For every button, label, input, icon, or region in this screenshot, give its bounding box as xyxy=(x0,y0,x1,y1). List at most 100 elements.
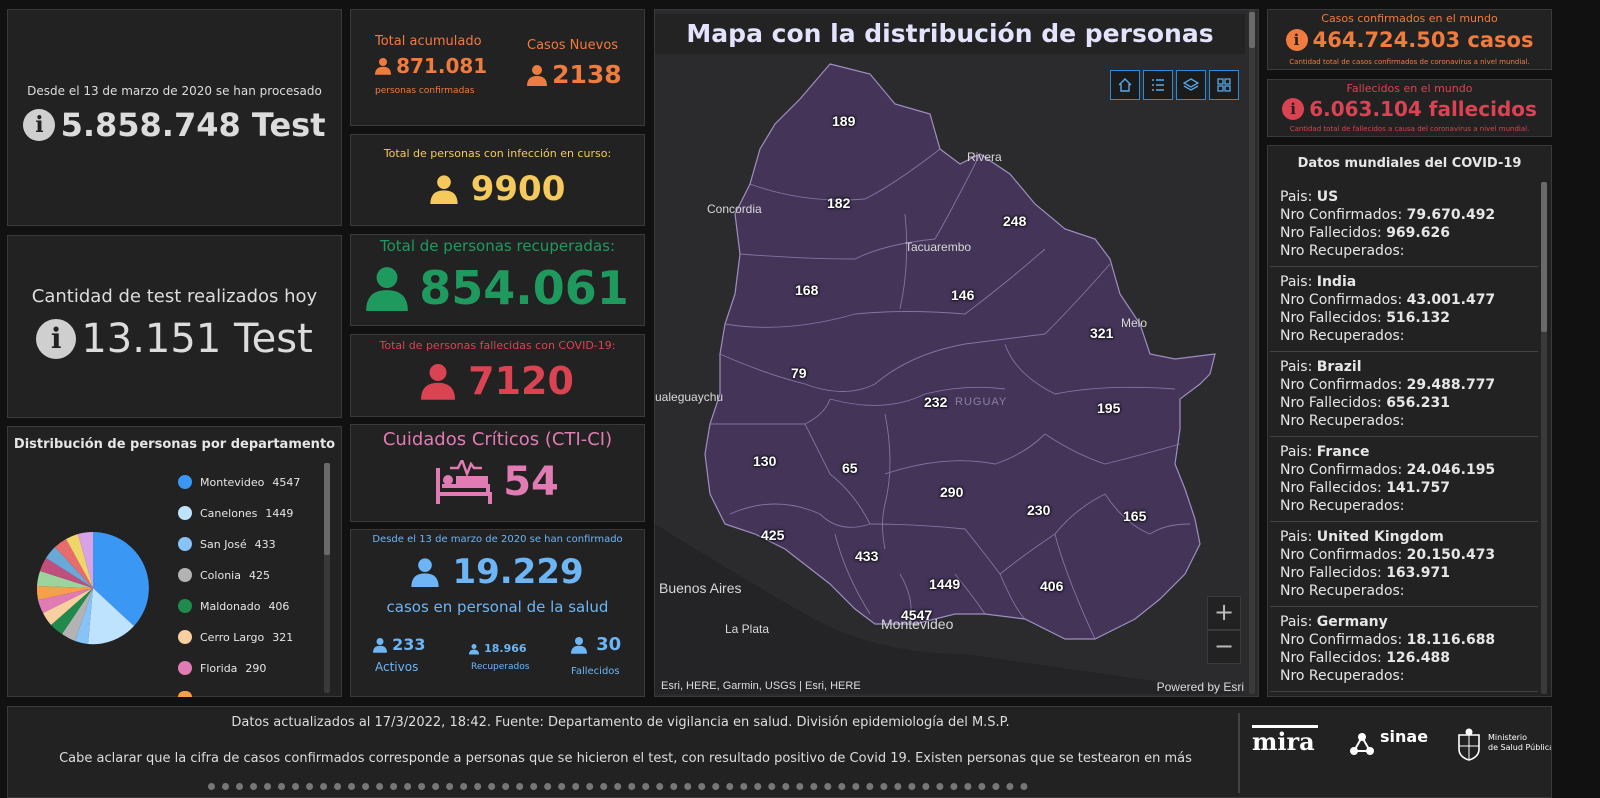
distribution-panel: Distribución de personas por departament… xyxy=(7,426,342,697)
pie-slice-other-4[interactable] xyxy=(46,547,93,588)
country-item[interactable]: Pais: India Nro Confirmados: 43.001.477 … xyxy=(1270,267,1538,352)
world-data-scrollbar[interactable] xyxy=(1541,182,1547,694)
department-value[interactable]: 65 xyxy=(842,460,858,476)
pie-slice-cerro-largo[interactable] xyxy=(43,588,93,625)
country-name-row: Pais: Germany xyxy=(1280,614,1388,630)
country-item[interactable]: Pais: Germany Nro Confirmados: 18.116.68… xyxy=(1270,607,1538,692)
mira-logo-text: mira xyxy=(1252,727,1315,756)
legend-dot xyxy=(178,537,192,551)
pie-slice-colonia[interactable] xyxy=(62,588,93,641)
staff-recovered-label: Recuperados xyxy=(471,662,530,672)
department-value[interactable]: 290 xyxy=(940,484,964,500)
critical-care-value: 54 xyxy=(503,459,559,505)
department-value[interactable]: 433 xyxy=(855,548,879,564)
distribution-title: Distribución de personas por departament… xyxy=(13,437,336,452)
department-value[interactable]: 321 xyxy=(1090,325,1114,341)
zoom-out-button[interactable]: − xyxy=(1207,630,1241,664)
accumulated-sublabel: personas confirmadas xyxy=(375,86,475,96)
legend-scrollbar-thumb[interactable] xyxy=(324,463,330,555)
department-value[interactable]: 195 xyxy=(1097,400,1121,416)
list-icon xyxy=(1152,79,1164,91)
legend-item[interactable]: Montevideo 4547 xyxy=(178,475,300,489)
pie-slice-other-1[interactable] xyxy=(36,586,93,600)
sinae-logo-text: sinae xyxy=(1380,727,1429,746)
country-item[interactable]: Pais: France Nro Confirmados: 24.046.195… xyxy=(1270,437,1538,522)
city-label-uruguay: RUGUAY xyxy=(955,396,1008,408)
country-list: Pais: US Nro Confirmados: 79.670.492 Nro… xyxy=(1270,182,1538,692)
legend-item[interactable]: Florida 290 xyxy=(178,661,266,675)
map-title: Mapa con la distribución de personas xyxy=(655,14,1245,54)
department-value[interactable]: 4547 xyxy=(901,607,933,623)
legend-item[interactable]: Canelones 1449 xyxy=(178,506,293,520)
country-recovered-row: Nro Recuperados: xyxy=(1280,668,1405,684)
pie-slice-other-3[interactable] xyxy=(40,558,93,588)
country-item[interactable]: Pais: Brazil Nro Confirmados: 29.488.777… xyxy=(1270,352,1538,437)
footer-divider xyxy=(1238,713,1240,793)
legend-dot xyxy=(178,475,192,489)
map-scrollbar-thumb[interactable] xyxy=(1249,12,1255,48)
new-cases-value: 2138 xyxy=(552,60,622,89)
pie-slice-montevideo[interactable] xyxy=(93,532,149,626)
pie-slice-other-7[interactable] xyxy=(78,531,93,588)
pie-slice-other-6[interactable] xyxy=(66,534,93,588)
department-value[interactable]: 168 xyxy=(795,282,819,298)
city-label-rivera: Rivera xyxy=(967,150,1002,164)
map-attribution[interactable]: Esri, HERE, Garmin, USGS | Esri, HERE xyxy=(661,680,861,692)
pie-slice-other-2[interactable] xyxy=(37,571,93,588)
recovered-row: 854.061 xyxy=(351,261,644,315)
country-recovered-row: Nro Recuperados: xyxy=(1280,413,1405,429)
country-name-row: Pais: US xyxy=(1280,189,1339,205)
world-data-scrollbar-thumb[interactable] xyxy=(1541,182,1547,332)
legend-dot xyxy=(178,506,192,520)
hospital-bed-icon xyxy=(436,456,493,504)
country-item[interactable]: Pais: United Kingdom Nro Confirmados: 20… xyxy=(1270,522,1538,607)
pie-slice-canelones[interactable] xyxy=(88,588,134,645)
info-icon: i xyxy=(1282,98,1305,120)
department-value[interactable]: 79 xyxy=(791,365,807,381)
pie-slice-florida[interactable] xyxy=(38,588,93,613)
deceased-panel: Total de personas fallecidas con COVID-1… xyxy=(350,334,645,417)
country-name-row: Pais: United Kingdom xyxy=(1280,529,1444,545)
legend-name: Cerro Largo xyxy=(200,630,265,644)
mira-logo: mira xyxy=(1252,725,1322,767)
pie-slice-other-5[interactable] xyxy=(55,539,93,588)
legend-button[interactable] xyxy=(1143,70,1173,100)
department-value[interactable]: 248 xyxy=(1003,213,1027,229)
department-value[interactable]: 189 xyxy=(832,113,856,129)
department-value[interactable]: 146 xyxy=(951,287,975,303)
in-course-label: Total de personas con infección en curso… xyxy=(383,147,612,160)
pie-slice-san-jose[interactable] xyxy=(75,588,93,644)
legend-item[interactable]: Maldonado 406 xyxy=(178,599,289,613)
legend-value: 290 xyxy=(245,661,267,675)
map-scrollbar[interactable] xyxy=(1249,10,1255,694)
footer-note-text: Cabe aclarar que la cifra de casos confi… xyxy=(59,751,1192,766)
home-button[interactable] xyxy=(1110,70,1140,100)
ministerio-logo-text-2: de Salud Pública xyxy=(1488,743,1552,752)
legend-item[interactable]: San José 433 xyxy=(178,537,276,551)
country-confirmed-row: Nro Confirmados: 29.488.777 xyxy=(1280,377,1496,393)
city-label-concordia: Concordia xyxy=(707,202,762,216)
department-value[interactable]: 425 xyxy=(761,527,785,543)
country-item[interactable]: Pais: US Nro Confirmados: 79.670.492 Nro… xyxy=(1270,182,1538,267)
ministerio-logo-text-1: Ministerio xyxy=(1488,733,1528,742)
legend-item[interactable]: Colonia 425 xyxy=(178,568,270,582)
department-value[interactable]: 230 xyxy=(1027,502,1051,518)
zoom-in-button[interactable]: + xyxy=(1207,596,1241,630)
layers-button[interactable] xyxy=(1176,70,1206,100)
uruguay-map[interactable] xyxy=(655,54,1245,694)
powered-by-esri[interactable]: Powered by Esri xyxy=(1156,680,1244,694)
legend-item[interactable]: Cerro Largo 321 xyxy=(178,630,293,644)
uruguay-shape[interactable] xyxy=(704,63,1216,640)
department-value[interactable]: 406 xyxy=(1040,578,1064,594)
department-value[interactable]: 182 xyxy=(827,195,851,211)
distribution-pie-chart[interactable] xyxy=(28,523,158,653)
department-value[interactable]: 1449 xyxy=(929,576,961,592)
department-value[interactable]: 165 xyxy=(1123,508,1147,524)
city-label-la-plata: La Plata xyxy=(725,622,770,636)
legend-scrollbar[interactable] xyxy=(324,463,330,693)
department-value[interactable]: 232 xyxy=(924,394,948,410)
pie-slice-maldonado[interactable] xyxy=(51,588,93,634)
basemap-gallery-button[interactable] xyxy=(1209,70,1239,100)
mira-logo-bar xyxy=(1252,725,1318,728)
department-value[interactable]: 130 xyxy=(753,453,777,469)
